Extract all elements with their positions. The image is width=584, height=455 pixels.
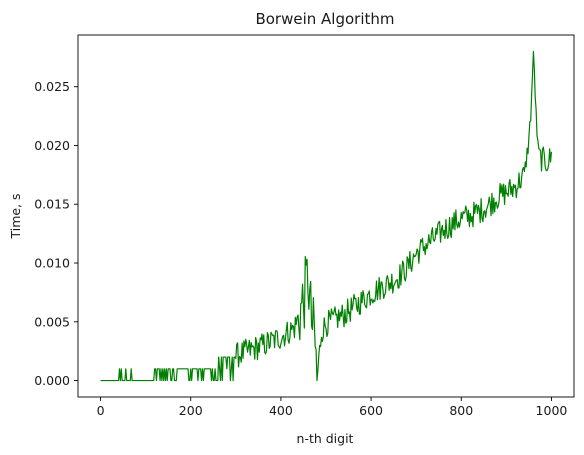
y-tick-label: 0.015	[34, 197, 70, 212]
y-tick-label: 0.000	[34, 373, 70, 388]
x-tick-label: 1000	[536, 403, 568, 418]
y-tick-label: 0.005	[34, 314, 70, 329]
chart-title: Borwein Algorithm	[255, 10, 394, 28]
plot-area	[100, 50, 553, 382]
plot-frame	[77, 34, 575, 398]
x-tick-label: 200	[179, 403, 203, 418]
x-axis-label: n-th digit	[297, 431, 354, 446]
x-tick-label: 400	[269, 403, 293, 418]
y-tick-label: 0.010	[34, 256, 70, 271]
x-tick-label: 600	[359, 403, 383, 418]
x-tick-label: 0	[97, 403, 105, 418]
x-axis: 0 200 400 600 800 1000	[97, 397, 568, 418]
y-axis: 0.000 0.005 0.010 0.015 0.020 0.025	[34, 79, 78, 388]
x-tick-label: 800	[449, 403, 473, 418]
y-tick-label: 0.025	[34, 79, 70, 94]
y-axis-label: Time, s	[8, 193, 23, 239]
y-tick-label: 0.020	[34, 138, 70, 153]
series-line	[100, 50, 553, 382]
